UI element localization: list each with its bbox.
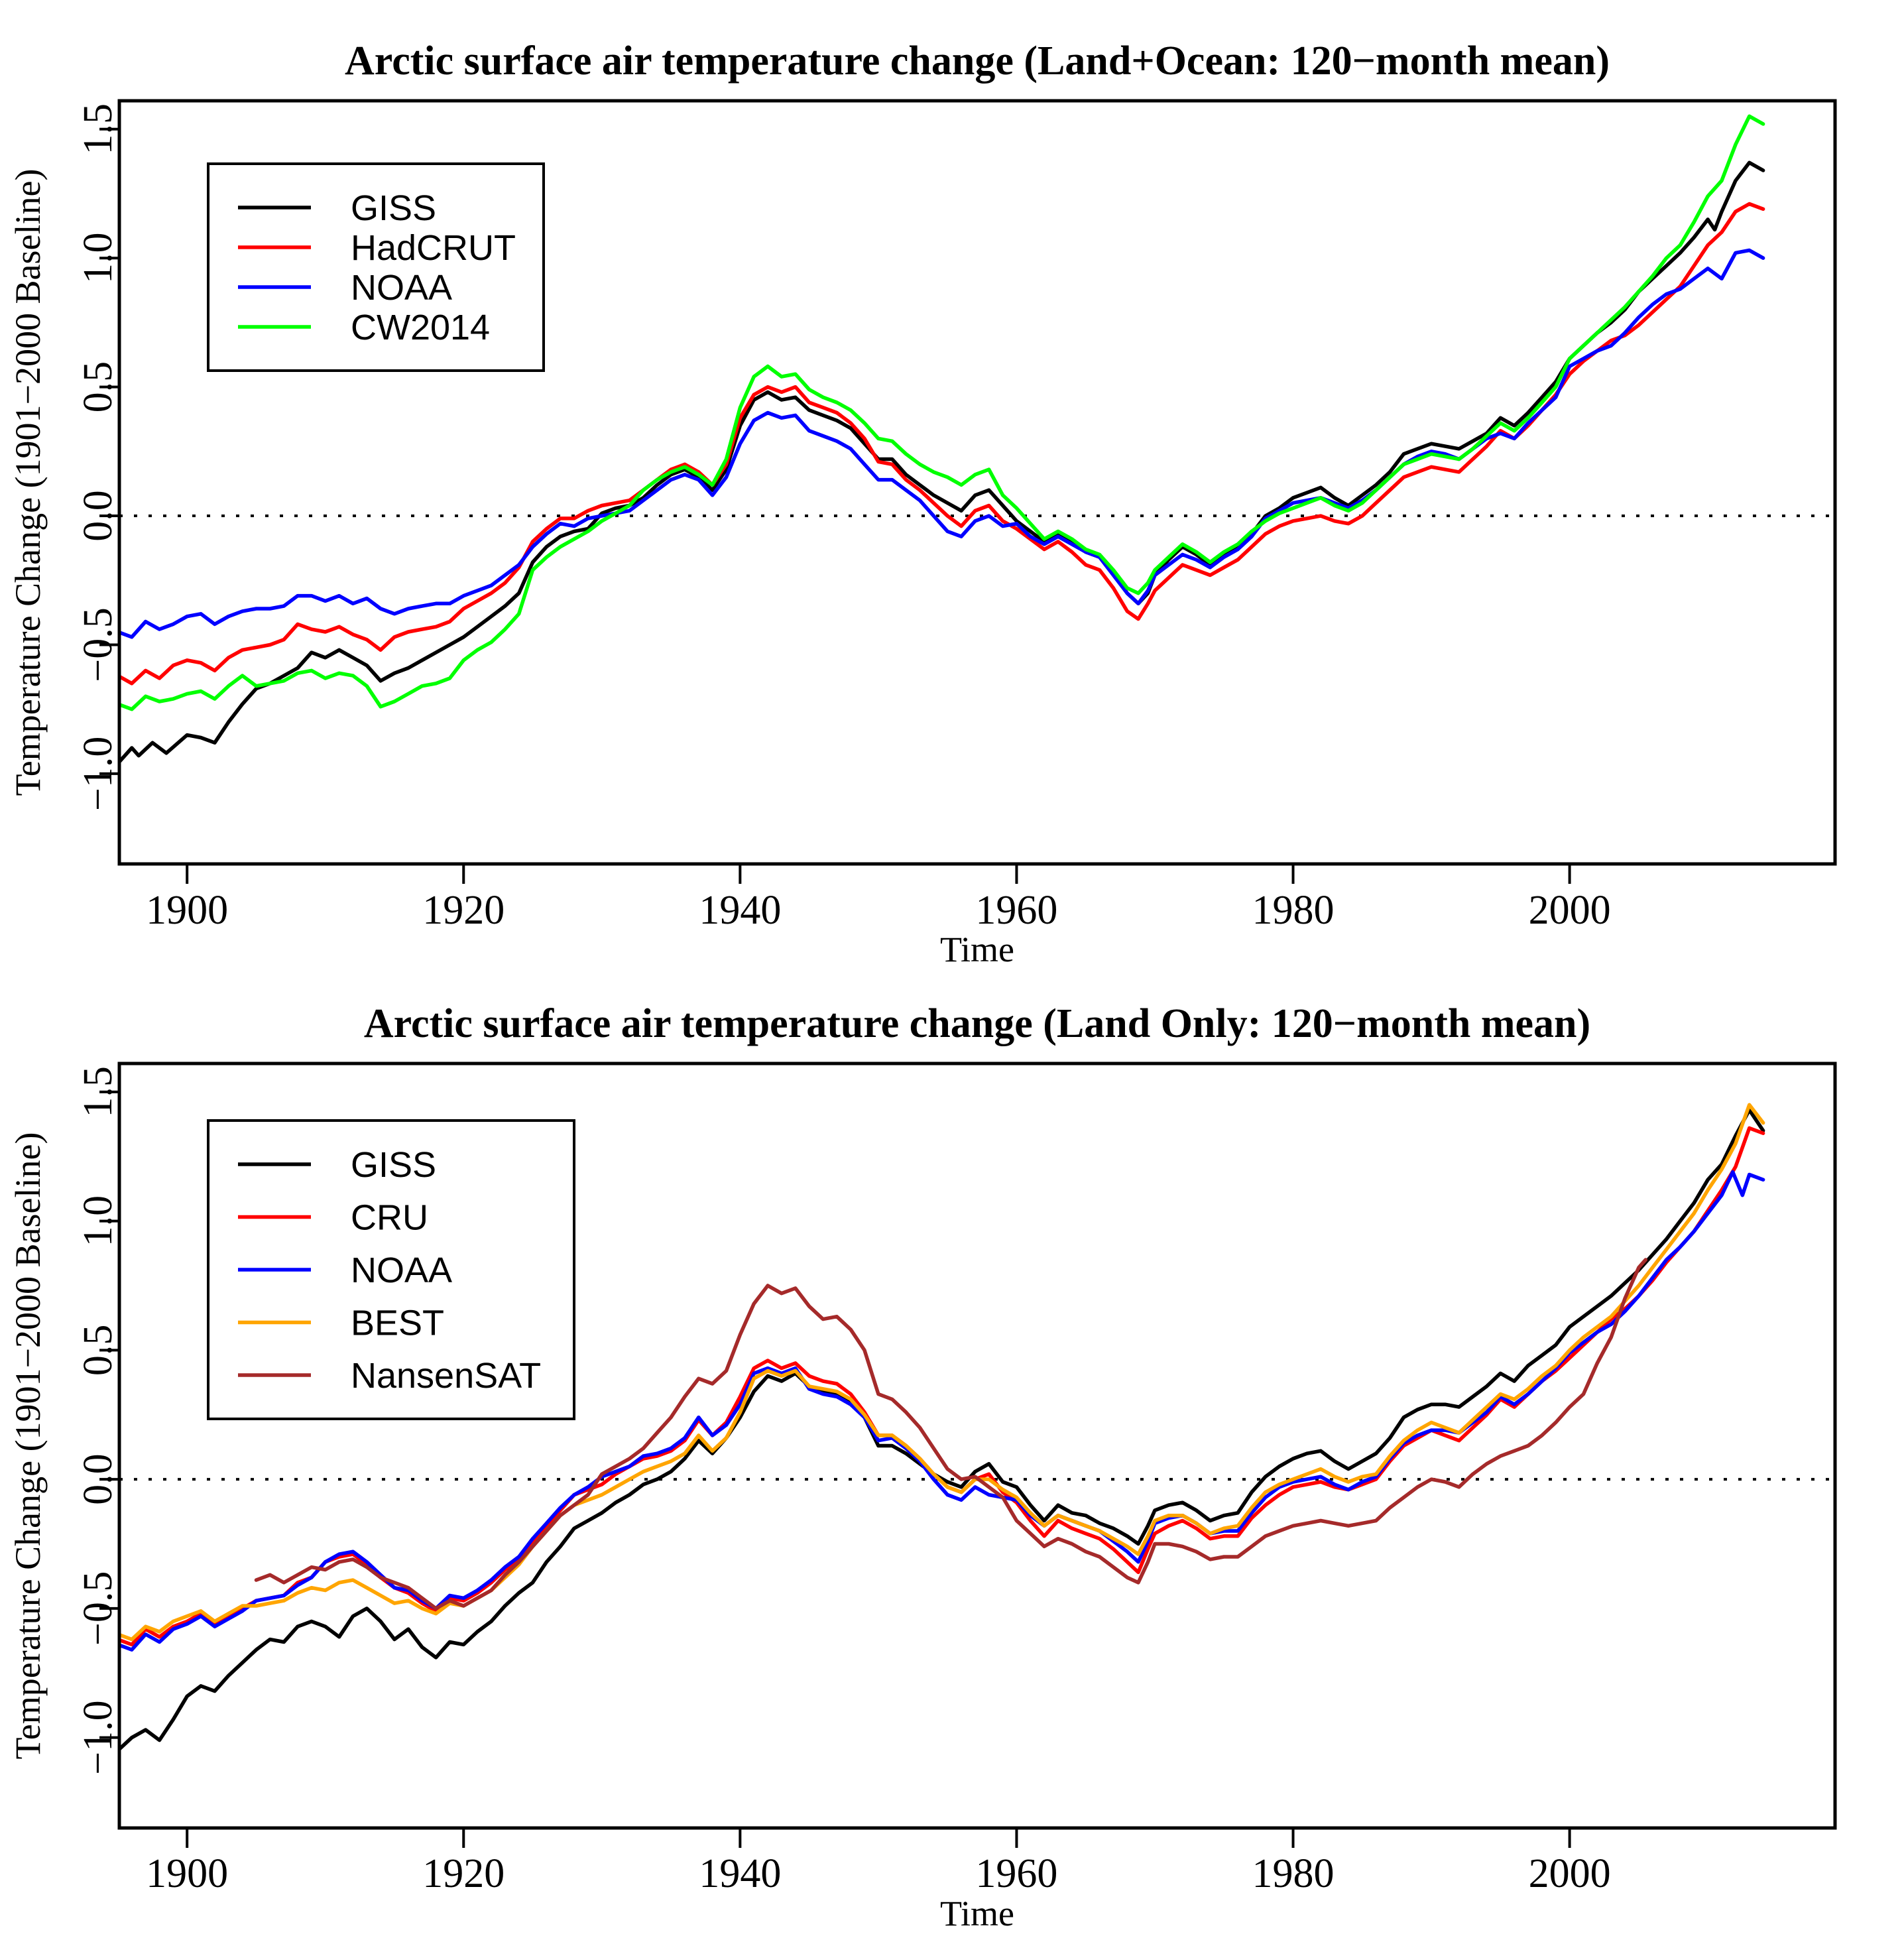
series-line-giss xyxy=(119,160,1765,765)
legend-label-best: BEST xyxy=(351,1303,444,1343)
series-line-cw2014 xyxy=(119,114,1765,711)
x-tick-label: 1980 xyxy=(1252,1851,1335,1896)
x-axis-label: Time xyxy=(940,930,1014,969)
y-axis-label: Temperature Change (1901−2000 Baseline) xyxy=(8,169,48,796)
plot-box xyxy=(117,1062,1837,1830)
plot-box xyxy=(117,99,1837,866)
y-tick-label: 0.5 xyxy=(76,1325,121,1376)
x-tick-label: 1940 xyxy=(699,888,781,933)
series-line-noaa xyxy=(119,1170,1765,1652)
y-tick-label: −0.5 xyxy=(76,607,121,682)
legend-label-hadcrut: HadCRUT xyxy=(351,228,516,268)
y-tick-label: 1.0 xyxy=(76,232,121,284)
chart-land-ocean: Arctic surface air temperature change (L… xyxy=(8,38,1837,969)
y-tick-label: 1.5 xyxy=(76,103,121,155)
y-tick-label: −1.0 xyxy=(76,737,121,811)
series-line-nansensat xyxy=(254,1258,1648,1610)
x-tick-label: 1980 xyxy=(1252,888,1335,933)
series-line-best xyxy=(119,1103,1765,1642)
legend-label-nansensat: NansenSAT xyxy=(351,1356,541,1396)
y-tick-label: 0.0 xyxy=(76,1453,121,1505)
series-line-giss xyxy=(119,1108,1765,1752)
legend-label-cru: CRU xyxy=(351,1197,428,1237)
x-tick-label: 1920 xyxy=(422,1851,505,1896)
x-tick-label: 1900 xyxy=(146,888,228,933)
series-group xyxy=(119,1103,1765,1752)
legend-label-noaa: NOAA xyxy=(351,1250,452,1290)
legend: GISS CRU NOAA BEST NansenSAT xyxy=(207,1119,575,1420)
y-tick-label: 0.5 xyxy=(76,361,121,413)
x-tick-label: 2000 xyxy=(1529,1851,1611,1896)
y-axis-label: Temperature Change (1901−2000 Baseline) xyxy=(8,1132,48,1760)
legend-label-cw2014: CW2014 xyxy=(351,308,490,347)
chart-title: Arctic surface air temperature change (L… xyxy=(345,38,1610,84)
y-tick-label: 1.5 xyxy=(76,1066,121,1118)
chart-title: Arctic surface air temperature change (L… xyxy=(364,1001,1590,1046)
y-tick-label: −1.0 xyxy=(76,1700,121,1774)
y-tick-label: 0.0 xyxy=(76,490,121,542)
x-tick-label: 1960 xyxy=(975,1851,1057,1896)
x-axis-label: Time xyxy=(940,1894,1014,1933)
x-tick-label: 1940 xyxy=(699,1851,781,1896)
x-tick-label: 1960 xyxy=(975,888,1057,933)
series-group xyxy=(119,114,1765,765)
x-tick-label: 1900 xyxy=(146,1851,228,1896)
series-line-hadcrut xyxy=(119,202,1765,686)
legend-label-giss: GISS xyxy=(351,1145,436,1185)
y-tick-label: 1.0 xyxy=(76,1195,121,1247)
x-tick-label: 1920 xyxy=(422,888,505,933)
x-tick-label: 2000 xyxy=(1529,888,1611,933)
legend-box xyxy=(207,162,545,372)
legend-label-giss: GISS xyxy=(351,188,436,228)
chart-land-only: Arctic surface air temperature change (L… xyxy=(8,1001,1837,1933)
y-tick-label: −0.5 xyxy=(76,1571,121,1646)
legend-label-noaa: NOAA xyxy=(351,268,452,308)
series-line-noaa xyxy=(119,248,1765,639)
